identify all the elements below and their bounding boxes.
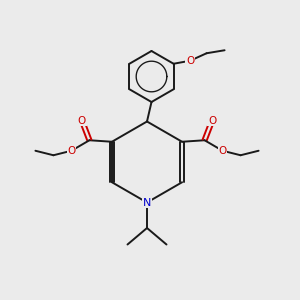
Text: O: O xyxy=(78,116,86,126)
Text: O: O xyxy=(208,116,216,126)
Text: O: O xyxy=(218,146,227,156)
Text: O: O xyxy=(67,146,76,156)
Text: O: O xyxy=(186,56,194,66)
Text: N: N xyxy=(143,197,151,208)
